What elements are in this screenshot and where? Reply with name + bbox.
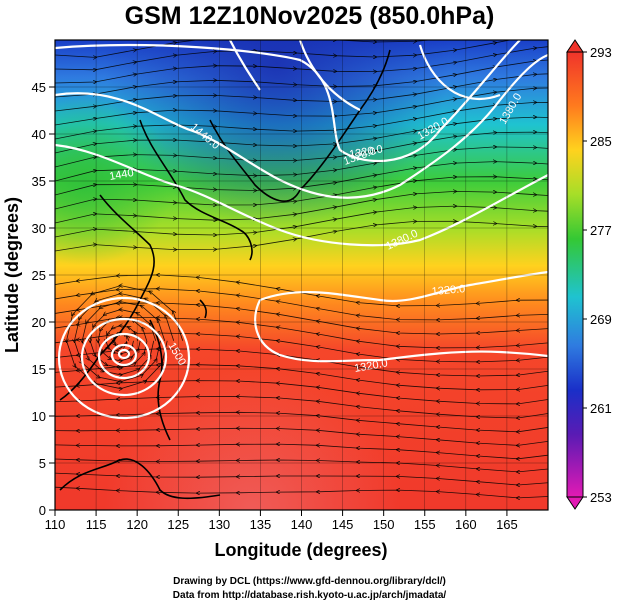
x-axis: 110 115 120 125 130 135 140 145 150 155 160 165	[45, 510, 518, 532]
y-tick-label: 0	[39, 503, 46, 518]
x-tick-label: 115	[86, 517, 107, 532]
colorbar-gradient	[566, 51, 584, 498]
y-axis: 0 5 10 15 20 25 30 35 40 45	[32, 80, 55, 518]
colorbar-label: 253	[590, 490, 612, 505]
streamline	[55, 472, 548, 485]
x-tick-label: 155	[414, 517, 436, 532]
contour-label: 1320.0	[353, 357, 388, 375]
colorbar-max-triangle	[566, 39, 584, 53]
y-axis-label: Latitude (degrees)	[2, 197, 22, 353]
credit-line-dcl: Drawing by DCL (https://www.gfd-dennou.o…	[173, 576, 446, 587]
x-tick-label: 120	[126, 517, 148, 532]
y-tick-label: 10	[32, 409, 46, 424]
colorbar-label: 285	[590, 134, 612, 149]
height-contours	[55, 40, 548, 420]
colorbar-label: 261	[590, 401, 612, 416]
y-tick-label: 25	[32, 268, 46, 283]
y-tick-label: 45	[32, 80, 46, 95]
streamline	[67, 286, 184, 389]
y-tick-label: 30	[32, 221, 46, 236]
credit-line-data-source: Data from http://database.rish.kyoto-u.a…	[172, 590, 447, 601]
x-tick-label: 110	[45, 517, 66, 532]
x-tick-label: 135	[250, 517, 272, 532]
x-axis-label: Longitude (degrees)	[214, 540, 387, 560]
x-tick-label: 130	[208, 517, 230, 532]
y-tick-label: 40	[32, 127, 46, 142]
contour-label: 1440	[108, 167, 134, 183]
y-tick-label: 20	[32, 315, 46, 330]
colorbar: 293 285 277 269 261 253	[566, 39, 612, 510]
contour-label: 1320.0	[431, 283, 466, 298]
chart-title: GSM 12Z10Nov2025 (850.0hPa)	[124, 2, 495, 30]
x-tick-label: 160	[455, 517, 477, 532]
streamline	[55, 221, 548, 251]
x-tick-label: 150	[373, 517, 395, 532]
colorbar-label: 269	[590, 312, 612, 327]
x-tick-label: 140	[291, 517, 313, 532]
colorbar-label: 277	[590, 223, 612, 238]
x-tick-label: 165	[496, 517, 518, 532]
colorbar-label: 293	[590, 45, 612, 60]
streamline	[55, 458, 548, 472]
y-tick-label: 5	[39, 456, 46, 471]
streamline	[55, 444, 548, 459]
streamlines	[55, 40, 548, 498]
colorbar-min-triangle	[566, 496, 584, 510]
y-tick-label: 35	[32, 174, 46, 189]
streamline	[55, 486, 548, 498]
x-tick-label: 125	[167, 517, 189, 532]
contour-label: 1320.0	[348, 143, 383, 161]
y-tick-label: 15	[32, 362, 46, 377]
x-tick-label: 145	[332, 517, 354, 532]
